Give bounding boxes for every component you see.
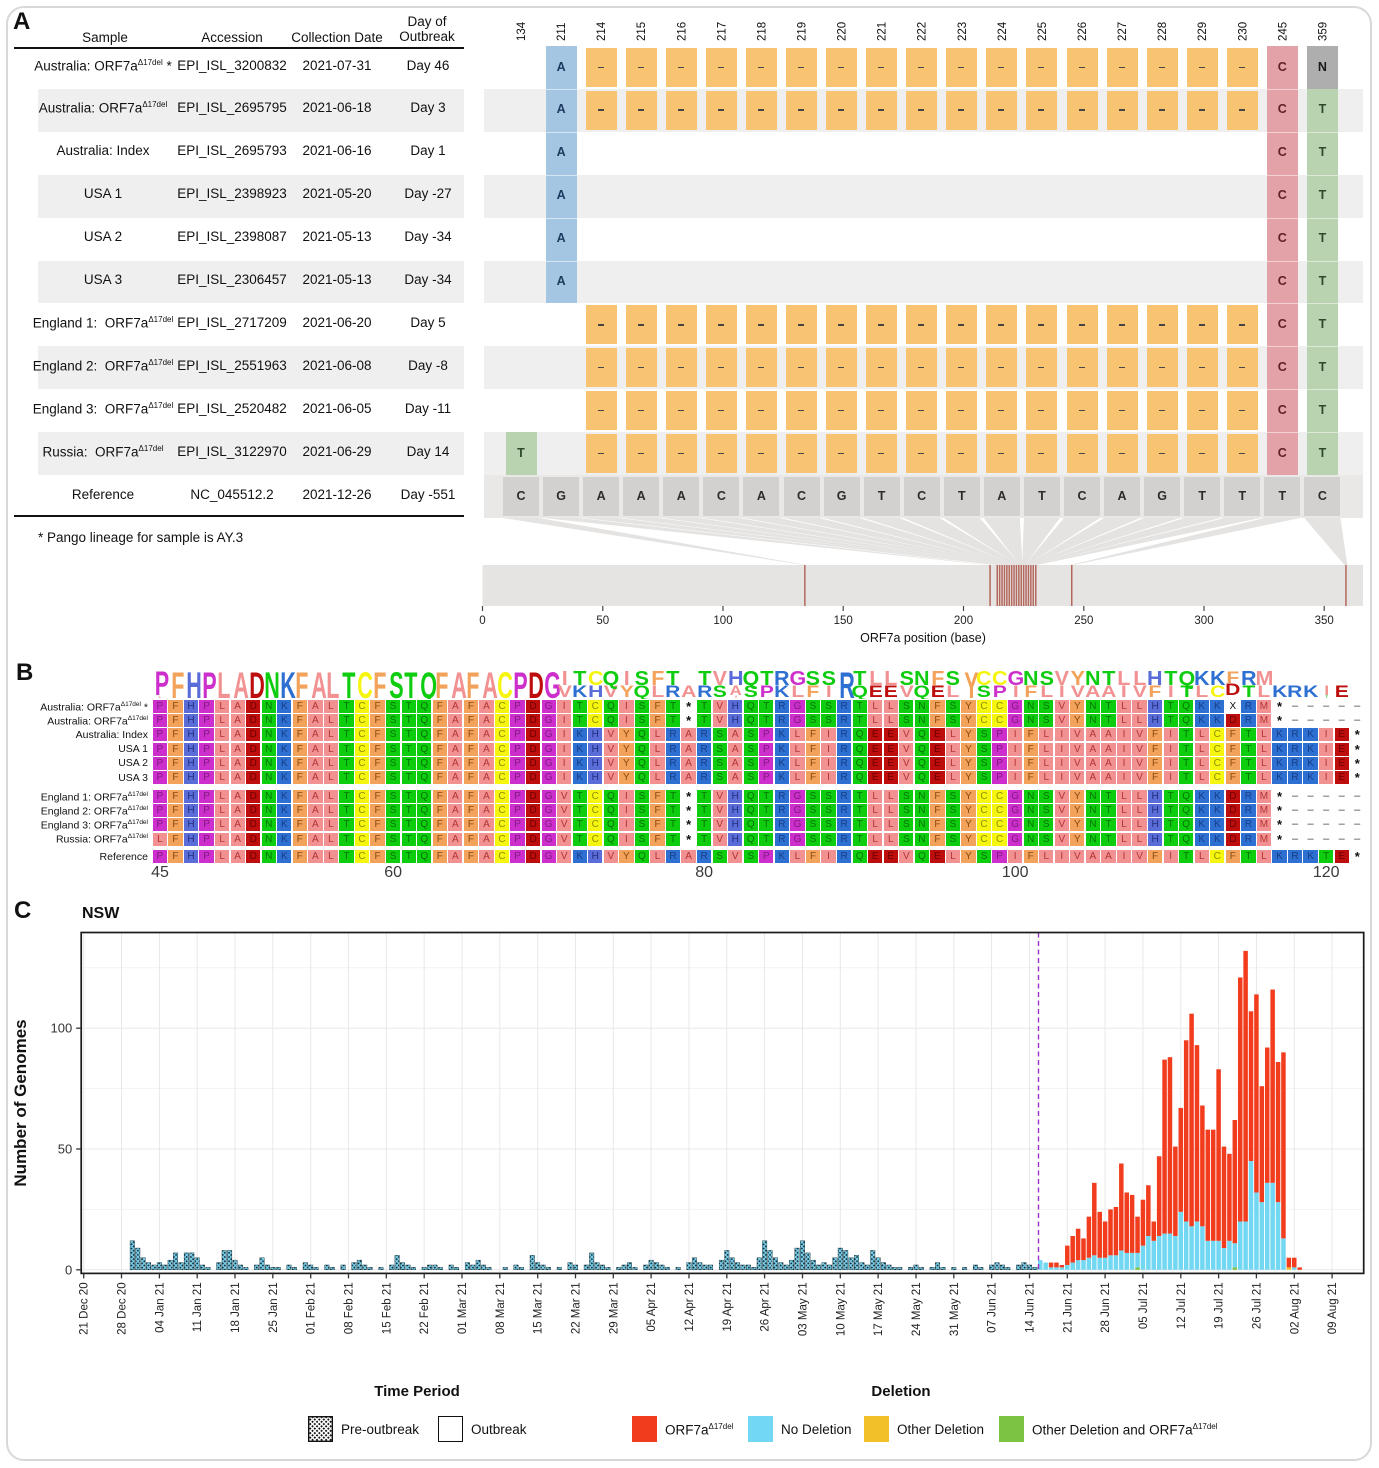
- svg-text:225: 225: [1037, 22, 1049, 41]
- svg-text:22 Mar 21: 22 Mar 21: [571, 1282, 583, 1334]
- svg-text:227: 227: [1117, 22, 1129, 41]
- svg-text:0: 0: [65, 1262, 72, 1277]
- svg-text:09 Aug 21: 09 Aug 21: [1327, 1282, 1339, 1334]
- svg-text:11 Jan 21: 11 Jan 21: [192, 1282, 204, 1332]
- svg-text:218: 218: [756, 22, 768, 41]
- svg-text:Number of Genomes: Number of Genomes: [11, 1019, 30, 1186]
- svg-text:215: 215: [636, 22, 648, 41]
- svg-text:29 Mar 21: 29 Mar 21: [608, 1282, 620, 1334]
- svg-text:100: 100: [713, 615, 732, 627]
- svg-text:18 Jan 21: 18 Jan 21: [230, 1282, 242, 1333]
- svg-text:230: 230: [1237, 22, 1249, 41]
- svg-text:226: 226: [1077, 22, 1089, 41]
- svg-text:0: 0: [479, 615, 485, 627]
- svg-text:14 Jun 21: 14 Jun 21: [1025, 1282, 1037, 1333]
- svg-text:04 Jan 21: 04 Jan 21: [154, 1282, 166, 1333]
- svg-text:150: 150: [834, 615, 853, 627]
- svg-text:26 Jul 21: 26 Jul 21: [1251, 1282, 1263, 1329]
- svg-text:ORF7a position (base): ORF7a position (base): [860, 631, 986, 645]
- svg-text:10 May 21: 10 May 21: [835, 1282, 847, 1336]
- svg-text:21 Dec 20: 21 Dec 20: [79, 1282, 91, 1334]
- svg-text:134: 134: [516, 21, 528, 41]
- svg-text:19 Apr 21: 19 Apr 21: [722, 1282, 734, 1331]
- svg-text:245: 245: [1277, 22, 1289, 41]
- svg-text:03 May 21: 03 May 21: [798, 1282, 810, 1336]
- svg-text:220: 220: [837, 22, 849, 41]
- svg-text:222: 222: [917, 22, 929, 41]
- svg-text:200: 200: [954, 615, 973, 627]
- svg-text:05 Jul 21: 05 Jul 21: [1138, 1282, 1150, 1329]
- svg-text:211: 211: [556, 23, 568, 41]
- svg-text:221: 221: [877, 22, 889, 41]
- svg-text:01 Feb 21: 01 Feb 21: [306, 1282, 318, 1334]
- svg-text:22 Feb 21: 22 Feb 21: [419, 1282, 431, 1334]
- svg-text:25 Jan 21: 25 Jan 21: [268, 1282, 280, 1333]
- svg-text:100: 100: [50, 1021, 72, 1036]
- svg-text:08 Feb 21: 08 Feb 21: [344, 1282, 356, 1334]
- svg-text:216: 216: [676, 22, 688, 41]
- svg-text:26 Apr 21: 26 Apr 21: [760, 1282, 772, 1331]
- svg-text:250: 250: [1074, 615, 1093, 627]
- svg-text:07 Jun 21: 07 Jun 21: [987, 1282, 999, 1333]
- svg-text:21 Jun 21: 21 Jun 21: [1062, 1282, 1074, 1333]
- svg-text:17 May 21: 17 May 21: [873, 1282, 885, 1336]
- svg-text:28 Dec 20: 28 Dec 20: [117, 1282, 129, 1334]
- svg-text:223: 223: [957, 22, 969, 41]
- svg-text:224: 224: [997, 21, 1009, 41]
- svg-text:229: 229: [1197, 22, 1209, 41]
- svg-text:50: 50: [58, 1142, 72, 1157]
- svg-text:08 Mar 21: 08 Mar 21: [495, 1282, 507, 1334]
- svg-text:12 Jul 21: 12 Jul 21: [1176, 1282, 1188, 1329]
- svg-text:01 Mar 21: 01 Mar 21: [457, 1282, 469, 1334]
- svg-text:05 Apr 21: 05 Apr 21: [646, 1282, 658, 1331]
- svg-text:12 Apr 21: 12 Apr 21: [684, 1282, 696, 1331]
- svg-text:15 Feb 21: 15 Feb 21: [381, 1282, 393, 1334]
- svg-text:50: 50: [596, 615, 609, 627]
- svg-text:15 Mar 21: 15 Mar 21: [533, 1282, 545, 1334]
- svg-text:214: 214: [596, 21, 608, 41]
- svg-text:228: 228: [1157, 22, 1169, 41]
- svg-text:19 Jul 21: 19 Jul 21: [1214, 1282, 1226, 1329]
- svg-text:24 May 21: 24 May 21: [911, 1282, 923, 1336]
- svg-text:359: 359: [1317, 22, 1329, 41]
- svg-text:300: 300: [1194, 615, 1213, 627]
- svg-text:219: 219: [797, 22, 809, 41]
- svg-text:02 Aug 21: 02 Aug 21: [1289, 1282, 1301, 1334]
- svg-text:217: 217: [716, 22, 728, 41]
- svg-text:350: 350: [1315, 615, 1334, 627]
- svg-text:31 May 21: 31 May 21: [949, 1282, 961, 1336]
- svg-text:28 Jun 21: 28 Jun 21: [1100, 1282, 1112, 1333]
